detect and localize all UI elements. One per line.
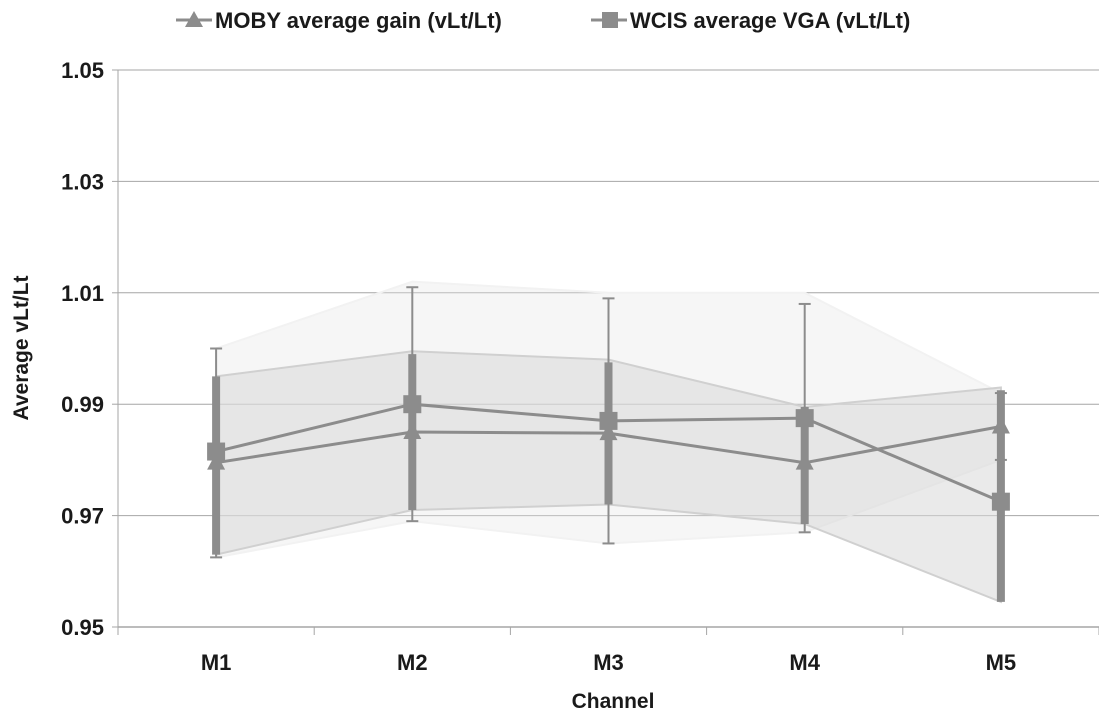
- x-tick-label: M1: [201, 650, 232, 675]
- x-tick-label: M4: [789, 650, 820, 675]
- data-point-square: [991, 492, 1010, 511]
- legend-moby-triangle-marker: [185, 11, 203, 27]
- y-tick-labels: 1.05 1.03 1.01 0.99 0.97 0.95: [61, 58, 104, 640]
- data-point-triangle: [599, 423, 618, 441]
- y-tick-label: 0.97: [61, 504, 104, 529]
- y-tick-label: 1.01: [61, 281, 104, 306]
- data-point-square: [207, 442, 226, 461]
- legend-wcis-square-marker: [602, 12, 618, 28]
- x-axis-title: Channel: [572, 690, 655, 713]
- data-point-square: [795, 409, 814, 428]
- legend: MOBY average gain (vLt/Lt) WCIS average …: [176, 8, 910, 33]
- y-tick-label: 0.95: [61, 615, 104, 640]
- y-tick-label: 1.03: [61, 169, 104, 194]
- legend-item-wcis: WCIS average VGA (vLt/Lt): [591, 8, 910, 33]
- x-tick-label: M3: [593, 650, 624, 675]
- series-markers: [207, 395, 1010, 511]
- data-point-triangle: [991, 416, 1010, 434]
- data-point-triangle: [795, 452, 814, 470]
- y-tick-label: 0.99: [61, 392, 104, 417]
- data-point-triangle: [403, 422, 422, 440]
- x-tick-labels: M1 M2 M3 M4 M5: [201, 650, 1016, 675]
- x-tick-label: M5: [986, 650, 1017, 675]
- y-tick-label: 1.05: [61, 58, 104, 83]
- legend-item-moby: MOBY average gain (vLt/Lt): [176, 8, 502, 33]
- axes: [112, 69, 1099, 635]
- data-point-square: [599, 411, 618, 430]
- legend-moby-label: MOBY average gain (vLt/Lt): [215, 8, 502, 33]
- data-point-triangle: [207, 452, 226, 470]
- data-point-square: [403, 395, 422, 414]
- x-tick-label: M2: [397, 650, 428, 675]
- y-axis-title: Average vLt/Lt: [10, 275, 33, 420]
- legend-wcis-label: WCIS average VGA (vLt/Lt): [630, 8, 910, 33]
